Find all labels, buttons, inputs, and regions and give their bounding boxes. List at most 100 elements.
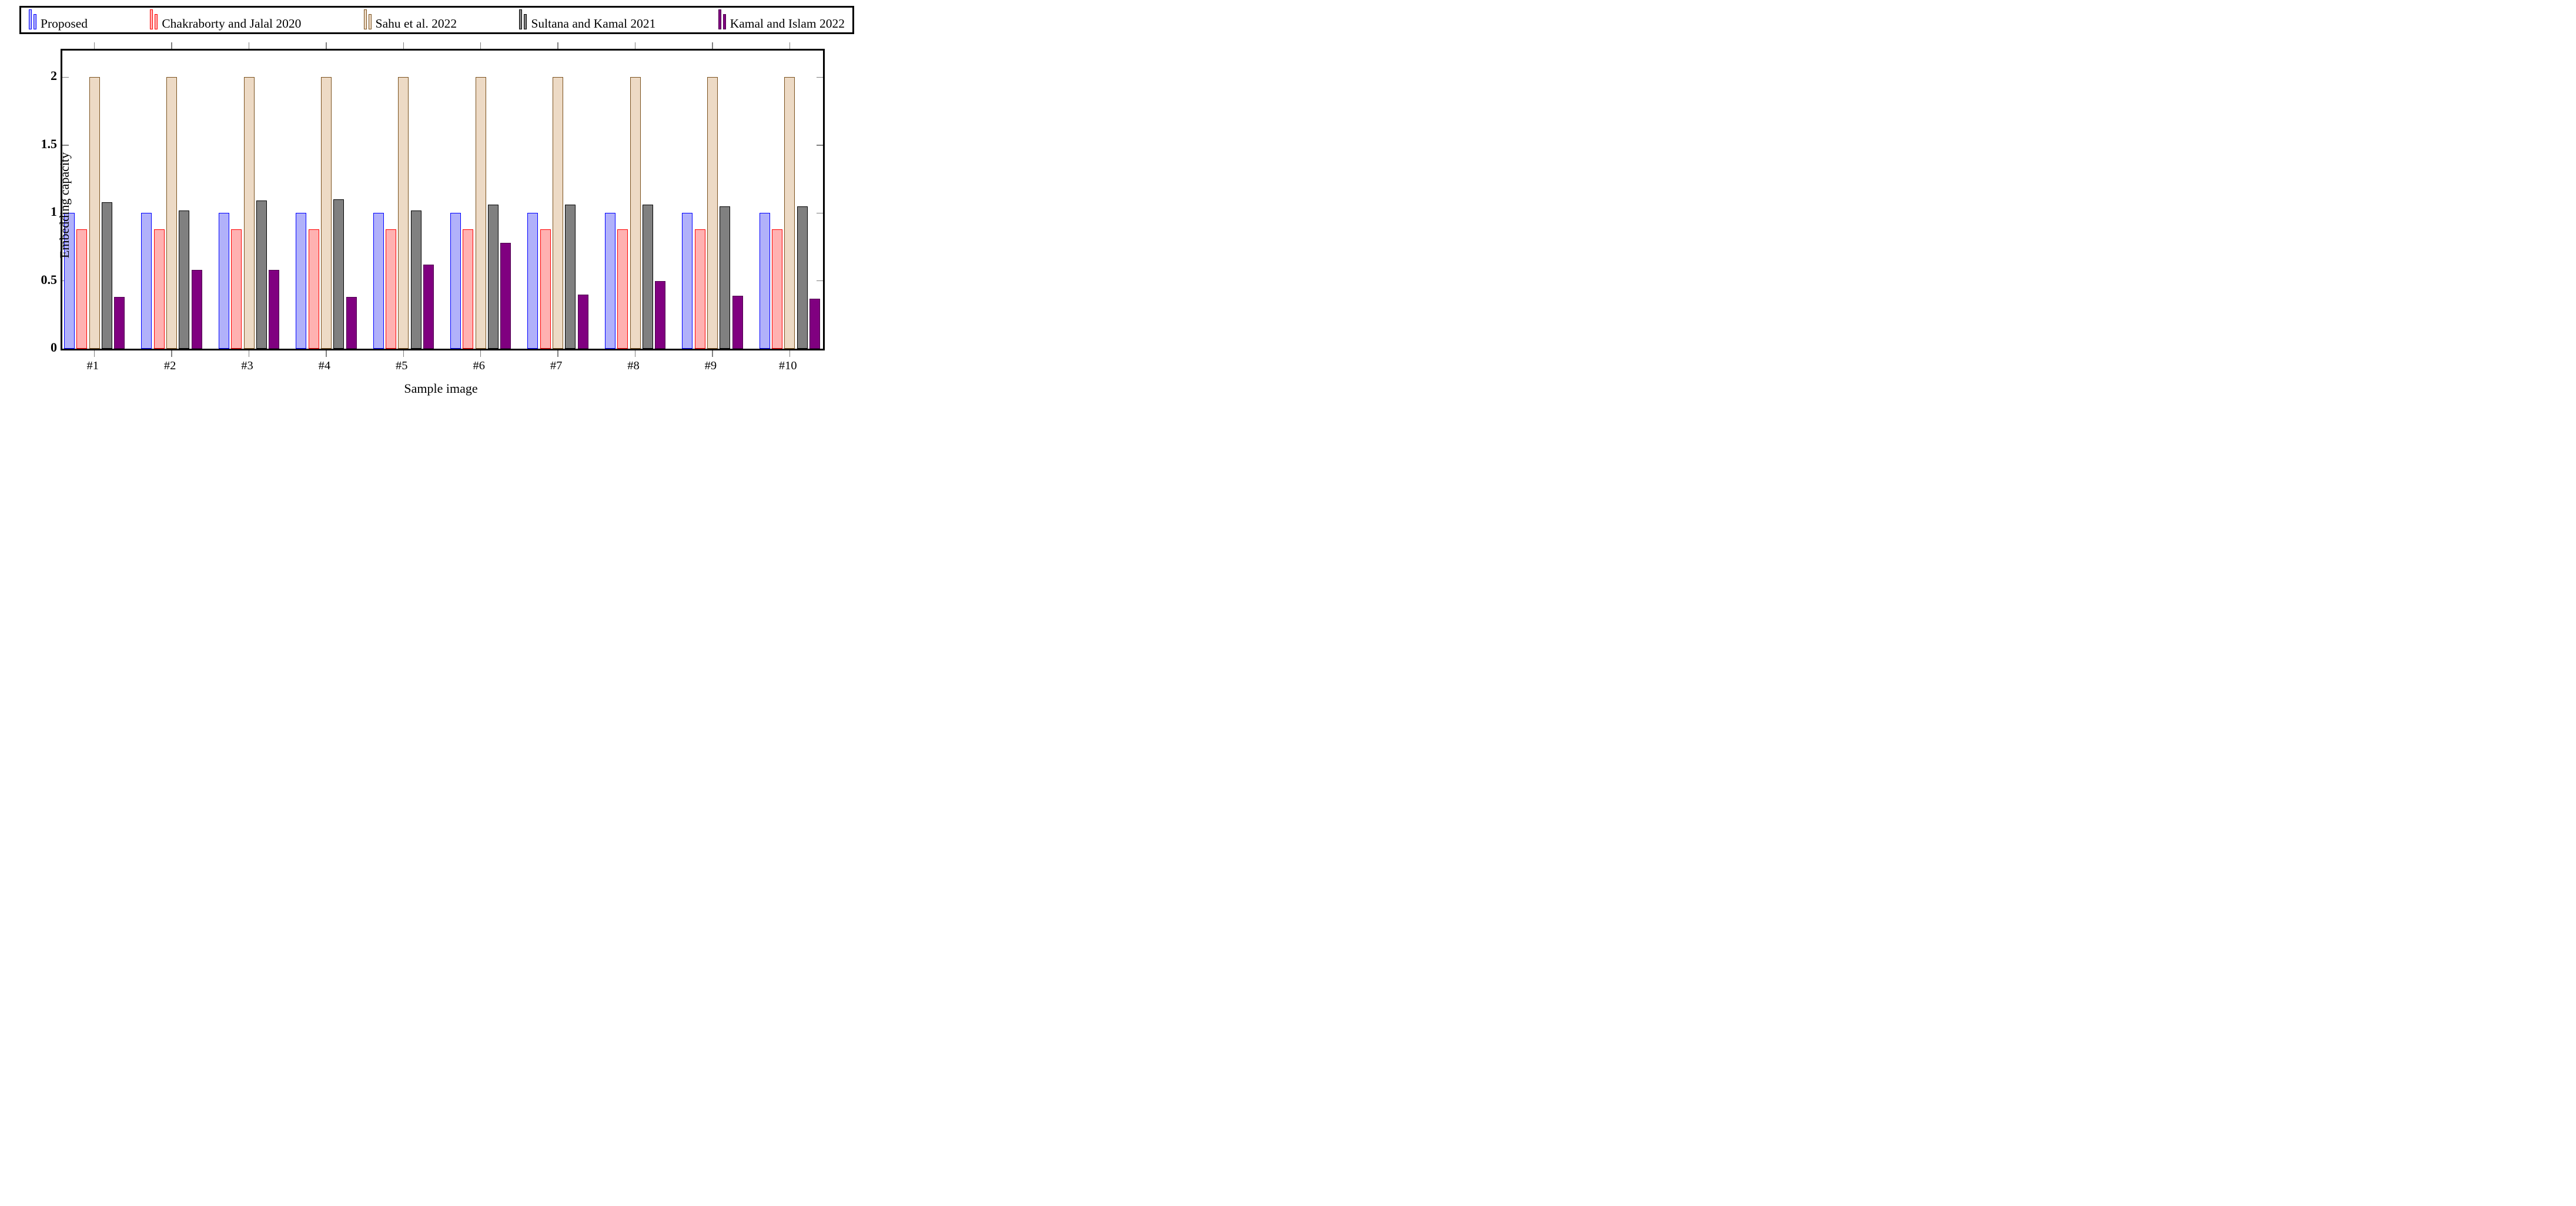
x-tick-label: #4 [318,359,331,372]
x-tick-label: #1 [86,359,99,372]
legend: Proposed Chakraborty and Jalal 2020 Sahu e… [19,6,854,34]
legend-label: Kamal and Islam 2022 [730,16,845,31]
bar-10-series-4 [797,206,808,349]
bar-8-series-5 [655,280,666,349]
legend-bar-glyph [363,9,367,29]
legend-bar-icon [718,9,726,29]
bar-4-series-4 [333,199,344,349]
y-tick-label: 0 [51,340,57,355]
x-tick-label: #2 [163,359,176,372]
x-tick-label: #9 [704,359,717,372]
bar-1-series-5 [114,297,125,349]
bar-5-series-3 [398,77,409,349]
legend-bar-icon [519,9,527,29]
bar-3-series-3 [243,77,255,349]
y-tick-label: 0.5 [41,272,58,287]
bar-8-series-4 [642,205,653,349]
legend-item-5: Kamal and Islam 2022 [718,9,845,29]
bar-9-series-5 [732,296,743,349]
bar-5-series-1 [373,213,384,349]
bar-2-series-5 [191,270,202,349]
bar-3-series-2 [231,229,242,349]
bar-7-series-2 [540,229,551,349]
y-tick-label: 1 [51,204,57,219]
bar-1-series-1 [64,213,75,349]
bar-2-series-3 [166,77,178,349]
bar-2-series-4 [179,210,190,349]
bar-6-series-3 [475,77,486,349]
legend-item-2: Chakraborty and Jalal 2020 [150,9,301,29]
bar-8-series-2 [617,229,628,349]
x-axis-tick [94,42,95,49]
legend-bar-icon [29,9,36,29]
bar-chart-figure: Proposed Chakraborty and Jalal 2020 Sahu e… [0,0,859,402]
x-axis-tick [480,350,481,357]
bar-7-series-4 [565,205,576,349]
bar-10-series-3 [784,77,795,349]
bar-5-series-5 [423,264,434,349]
x-tick-label: #8 [627,359,640,372]
x-axis-tick [557,350,558,357]
bar-7-series-5 [577,294,588,349]
legend-item-1: Proposed [29,9,88,29]
legend-bar-glyph [29,9,32,29]
bar-4-series-1 [296,213,307,349]
bar-6-series-4 [488,205,499,349]
legend-bar-glyph [519,9,523,29]
bar-5-series-2 [385,229,396,349]
x-axis-tick [789,42,790,49]
legend-bar-glyph [718,9,721,29]
bar-3-series-4 [256,201,267,349]
x-tick-label: #5 [396,359,408,372]
legend-bar-icon [150,9,158,29]
plot-area [61,42,825,357]
legend-bar-icon [363,9,372,29]
bar-5-series-4 [410,210,421,349]
bar-3-series-5 [269,270,280,349]
bar-1-series-2 [76,229,88,349]
bar-10-series-2 [771,229,782,349]
bar-4-series-5 [346,297,357,349]
bar-7-series-3 [553,77,564,349]
legend-bar-glyph [722,14,726,29]
x-tick-label: #6 [473,359,485,372]
x-tick-label: #10 [778,359,797,372]
legend-label: Proposed [41,16,88,31]
x-axis-tick [171,42,172,49]
bar-6-series-1 [450,213,461,349]
legend-label: Chakraborty and Jalal 2020 [162,16,302,31]
legend-label: Sultana and Kamal 2021 [531,16,656,31]
legend-label: Sahu et al. 2022 [375,16,457,31]
bar-10-series-5 [809,298,820,349]
y-axis-tick [817,280,823,282]
bar-6-series-5 [500,243,511,349]
bar-9-series-4 [720,206,731,349]
bar-3-series-1 [218,213,229,349]
bar-1-series-3 [89,77,100,349]
legend-bar-glyph [34,14,36,29]
bar-8-series-3 [630,77,641,349]
legend-item-3: Sahu et al. 2022 [363,9,457,31]
x-axis-tick [480,42,481,49]
legend-bar-glyph [150,9,153,29]
x-axis-tick [403,42,404,49]
x-axis-tick [94,350,95,357]
x-tick-label: #3 [241,359,253,372]
legend-item-4: Sultana and Kamal 2021 [519,9,655,29]
bar-7-series-1 [527,213,538,349]
bar-2-series-2 [153,229,165,349]
legend-bar-glyph [368,14,372,29]
y-axis-title: Embedding capacity [57,152,72,259]
bar-2-series-1 [141,213,152,349]
y-tick-label: 1.5 [41,136,58,151]
bar-10-series-1 [759,213,770,349]
y-axis-tick [62,76,69,78]
x-tick-label: #7 [550,359,563,372]
bar-4-series-3 [320,77,332,349]
bar-6-series-2 [463,229,474,349]
x-axis-tick [403,350,404,357]
y-tick-label: 2 [51,68,57,83]
bar-1-series-4 [102,202,113,349]
x-axis-tick [557,42,558,49]
x-axis-title: Sample image [404,381,478,396]
